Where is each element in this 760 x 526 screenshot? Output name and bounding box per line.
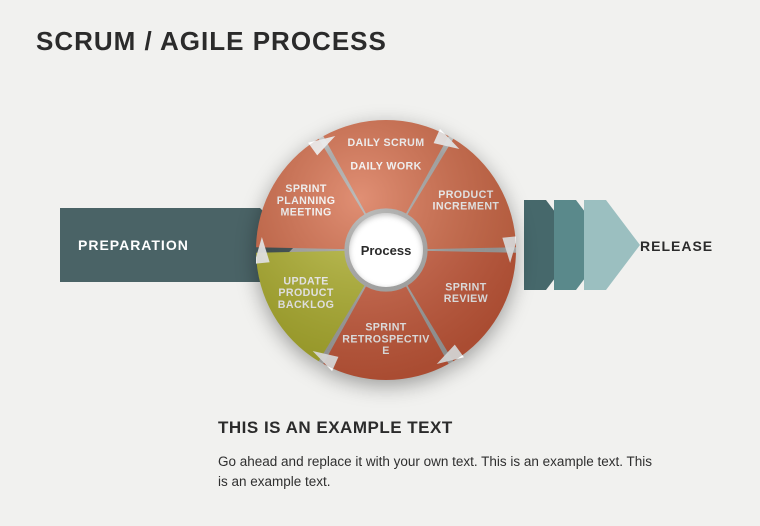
wheel-center: Process (349, 213, 423, 287)
process-wheel: SPRINTPLANNINGMEETINGDAILY SCRUMDAILY WO… (256, 120, 516, 380)
release-label: RELEASE (640, 238, 713, 254)
diagram-stage: PREPARATION RELEASE SPRINTPLANNINGMEETIN… (0, 120, 760, 400)
segment-label-3: SPRINTREVIEW (444, 281, 489, 305)
segment-label-2: PRODUCTINCREMENT (433, 189, 500, 213)
footer-heading: THIS IS AN EXAMPLE TEXT (218, 418, 658, 438)
segment-label-5: UPDATEPRODUCTBACKLOG (278, 275, 335, 310)
preparation-arrow: PREPARATION (60, 208, 260, 282)
preparation-label: PREPARATION (78, 237, 189, 253)
page-title: SCRUM / AGILE PROCESS (36, 26, 387, 57)
footer-body: Go ahead and replace it with your own te… (218, 452, 658, 491)
wheel-center-label: Process (361, 243, 412, 258)
segment-label-0: SPRINTPLANNINGMEETING (277, 183, 336, 218)
chevron-3 (550, 200, 606, 290)
footer-text: THIS IS AN EXAMPLE TEXT Go ahead and rep… (218, 418, 658, 491)
